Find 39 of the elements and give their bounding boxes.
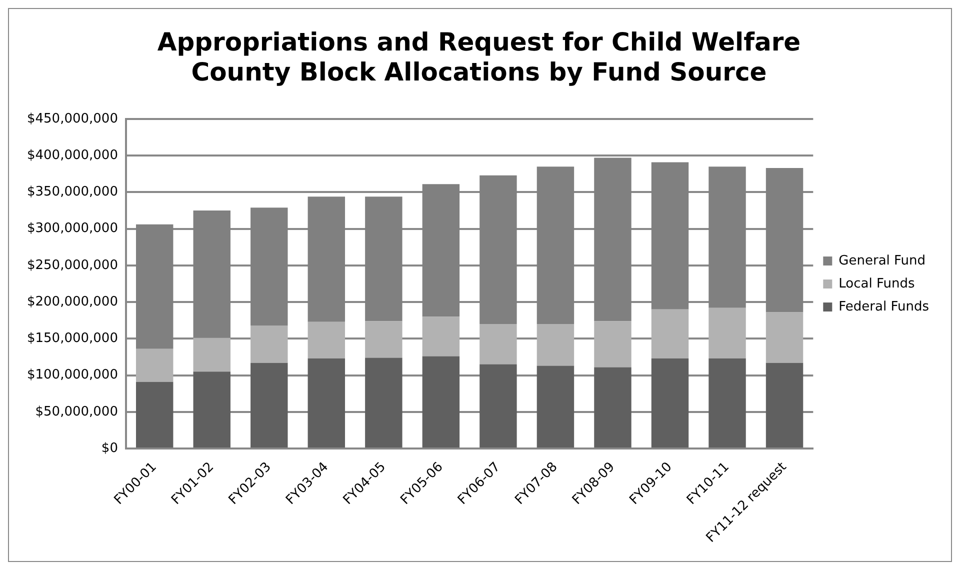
text: County Block Allocations by Fund Source — [191, 58, 767, 86]
bar — [136, 348, 174, 382]
bar — [422, 316, 460, 356]
bar — [480, 364, 517, 448]
y-tick-label: $450,000,000 — [26, 111, 118, 126]
bar — [594, 321, 632, 368]
bar — [308, 322, 346, 358]
y-tick-label: $0 — [101, 440, 118, 456]
legend-label: Local Funds — [838, 276, 915, 292]
bar — [651, 358, 689, 448]
bar — [480, 324, 517, 364]
text: Appropriations and Request for Child Welfare — [157, 28, 801, 56]
bar — [308, 358, 346, 448]
bar — [536, 366, 574, 448]
y-tick-label: $100,000,000 — [26, 368, 118, 383]
bar — [250, 325, 288, 363]
bar — [193, 338, 230, 372]
y-tick-label: $350,000,000 — [26, 184, 118, 200]
bar — [766, 312, 804, 363]
y-tick-label: $300,000,000 — [26, 221, 118, 236]
bar — [651, 309, 689, 358]
bar — [250, 362, 288, 448]
y-tick-label: $400,000,000 — [26, 148, 118, 163]
legend-label: Federal Funds — [838, 299, 930, 314]
bar — [536, 324, 574, 366]
bar — [766, 362, 804, 448]
y-tick-label: $150,000,000 — [26, 331, 118, 346]
y-tick-label: $50,000,000 — [35, 404, 118, 420]
y-tick-label: $200,000,000 — [26, 294, 118, 310]
bar — [365, 321, 402, 358]
bar — [136, 382, 174, 448]
bar — [365, 358, 402, 448]
bar — [708, 358, 746, 448]
y-tick-label: $250,000,000 — [26, 258, 118, 273]
bar — [422, 356, 460, 448]
bar — [594, 367, 632, 448]
bar — [193, 372, 230, 448]
legend-label: General Fund — [838, 253, 926, 268]
bar — [708, 308, 746, 358]
